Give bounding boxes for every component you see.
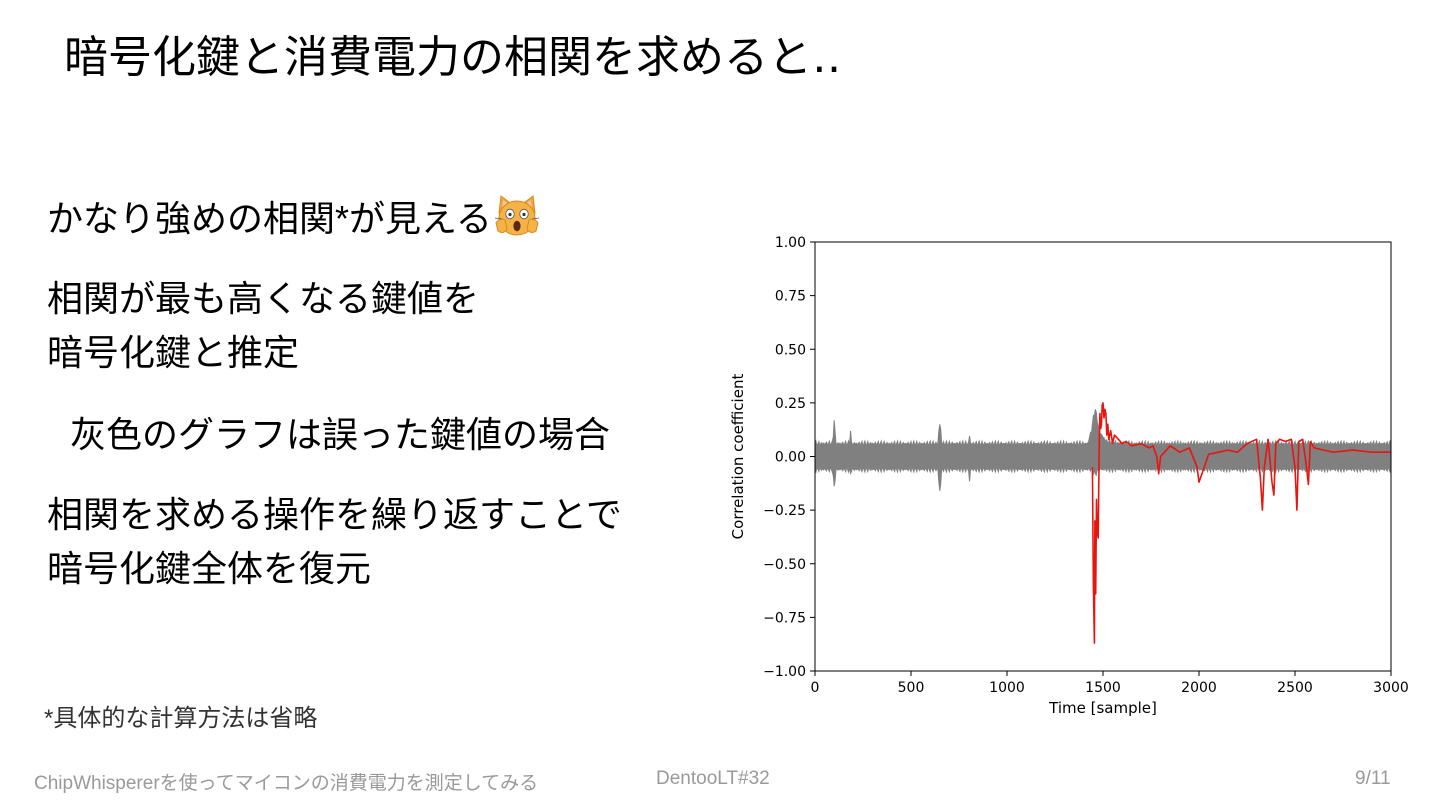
y-tick-label: −0.50: [763, 557, 806, 573]
bullet-text: 暗号化鍵と推定: [47, 332, 300, 373]
x-tick-label: 2500: [1277, 680, 1313, 696]
bullet-text: 灰色のグラフは誤った鍵値の場合: [70, 414, 611, 455]
bullet-recover-key: 相関を求める操作を繰り返すことで 暗号化鍵全体を復元: [47, 488, 622, 596]
bullet-strong-correlation: かなり強めの相関*が見える: [47, 192, 540, 246]
y-tick-label: −1.00: [763, 664, 806, 680]
y-tick-label: −0.75: [763, 610, 806, 626]
y-axis-label: Correlation coefficient: [729, 374, 747, 540]
x-tick-label: 1500: [1085, 680, 1121, 696]
x-tick-label: 1000: [989, 680, 1025, 696]
x-axis-label: Time [sample]: [1048, 699, 1157, 717]
correlation-chart: 0 500 1000 1500 2000 2500 3000 1.00 0.75 0.50 0.25…: [729, 235, 1409, 717]
footnote: *具体的な計算方法は省略: [44, 705, 318, 732]
bullet-estimate-key: 相関が最も高くなる鍵値を 暗号化鍵と推定: [47, 272, 479, 380]
red-series-line: [1091, 402, 1391, 644]
footer-event-name: DentooLT#32: [656, 768, 770, 789]
bullet-text: 暗号化鍵全体を復元: [47, 548, 372, 589]
x-tick-label: 2000: [1181, 680, 1217, 696]
y-tick-label: 0.75: [775, 289, 806, 305]
x-tick-label: 0: [811, 680, 820, 696]
slide-title: 暗号化鍵と消費電力の相関を求めると‥: [64, 33, 842, 82]
page-number: 9/11: [1355, 768, 1391, 789]
x-tick-label: 3000: [1373, 680, 1409, 696]
y-tick-label: −0.25: [763, 503, 806, 519]
footer-presentation-title: ChipWhispererを使ってマイコンの消費電力を測定してみる: [34, 773, 539, 794]
bullet-text: 相関を求める操作を繰り返すことで: [47, 494, 622, 535]
bullet-text: 相関が最も高くなる鍵値を: [47, 278, 480, 319]
y-tick-label: 0.25: [775, 396, 806, 412]
x-tick-label: 500: [898, 680, 925, 696]
y-tick-label: 0.50: [775, 342, 806, 358]
y-tick-label: 0.00: [775, 450, 806, 466]
face-screaming-cat-icon: [494, 195, 539, 236]
bullet-text: かなり強めの相関*が見える: [47, 198, 492, 239]
y-tick-label: 1.00: [775, 235, 806, 251]
bullet-gray-graph-note: 灰色のグラフは誤った鍵値の場合: [70, 408, 610, 462]
